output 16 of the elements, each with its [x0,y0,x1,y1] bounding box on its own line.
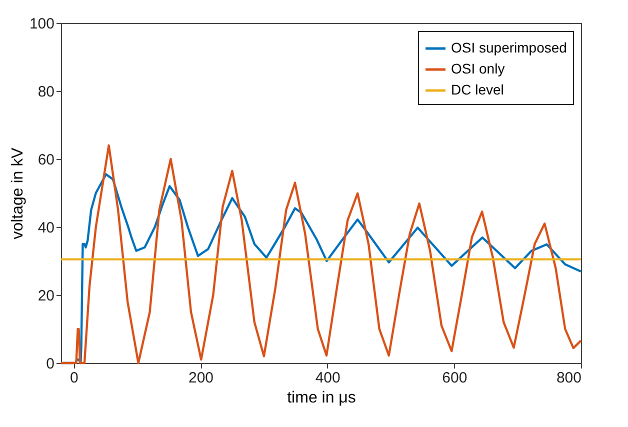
y-tick-label: 60 [38,152,54,168]
x-tick-label: 200 [188,370,214,386]
legend-label: OSI superimposed [451,40,567,56]
x-axis-title: time in μs [287,390,356,406]
legend-label: OSI only [451,60,505,76]
x-tick-label: 0 [70,370,78,386]
y-axis-title: voltage in kV [9,147,26,240]
x-tick-label: 800 [556,370,582,386]
y-tick-label: 0 [46,356,54,372]
x-tick-label: 400 [315,370,340,386]
y-tick-label: 20 [38,288,54,304]
y-tick-label: 80 [38,84,54,100]
legend-label: DC level [451,82,504,98]
x-tick-label: 600 [442,370,468,386]
y-tick-label: 100 [29,16,54,32]
y-tick-label: 40 [38,220,54,236]
